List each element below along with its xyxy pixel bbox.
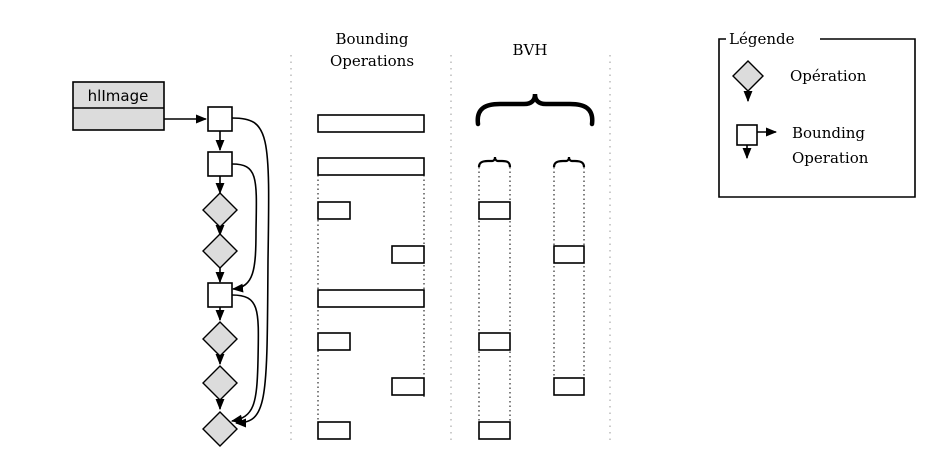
hlimage-label: hlImage <box>88 87 149 105</box>
pipeline-operation-1 <box>202 192 238 228</box>
bounding-span-2 <box>317 157 425 176</box>
pipeline-bounding-op-1 <box>207 106 233 132</box>
pipeline-bounding-op-3 <box>207 282 233 308</box>
skip-arrow-1 <box>231 117 270 428</box>
bounding-span-1 <box>317 114 425 133</box>
legend: Légende Opération Bounding Operation <box>718 30 916 198</box>
skip-arrow-2 <box>231 163 258 293</box>
bvh-column <box>475 93 595 440</box>
legend-operation-label: Opération <box>790 67 867 85</box>
bounding-leaf-4 <box>391 377 425 396</box>
legend-title: Légende <box>729 30 795 48</box>
bvh-leaf-2 <box>553 245 585 264</box>
pipeline-chain <box>202 106 270 447</box>
bounding-leaf-2 <box>391 245 425 264</box>
pipeline-operation-2 <box>202 233 238 269</box>
bvh-brace-right <box>552 156 586 168</box>
bounding-leaf-5 <box>317 421 351 440</box>
legend-bounding-label-line2: Operation <box>792 149 869 167</box>
bounding-leaf-3 <box>317 332 351 351</box>
bvh-leaf-3 <box>478 332 511 351</box>
legend-operation-diamond <box>732 60 764 92</box>
bounding-ops-title-line2: Operations <box>330 52 414 70</box>
bvh-title: BVH <box>513 41 548 59</box>
legend-bounding-label-line1: Bounding <box>792 124 865 142</box>
bounding-leaf-1 <box>317 201 351 220</box>
bounding-span-3 <box>317 289 425 308</box>
pipeline-operation-4 <box>202 365 238 401</box>
bvh-brace-left <box>477 156 512 168</box>
bvh-leaf-4 <box>553 377 585 396</box>
bounding-ops-title-line1: Bounding <box>335 30 408 48</box>
bvh-brace-root <box>475 93 595 127</box>
bvh-leaf-5 <box>478 421 511 440</box>
skip-arrow-3 <box>230 294 260 424</box>
legend-frame <box>718 38 916 198</box>
bounding-ops-column <box>317 114 425 440</box>
bvh-leaf-1 <box>478 201 511 220</box>
hlimage-node: hlImage <box>72 81 165 131</box>
pipeline-operation-5 <box>202 411 238 447</box>
pipeline-operation-3 <box>202 321 238 357</box>
pipeline-bounding-op-2 <box>207 151 233 177</box>
legend-bounding-square <box>736 124 758 146</box>
